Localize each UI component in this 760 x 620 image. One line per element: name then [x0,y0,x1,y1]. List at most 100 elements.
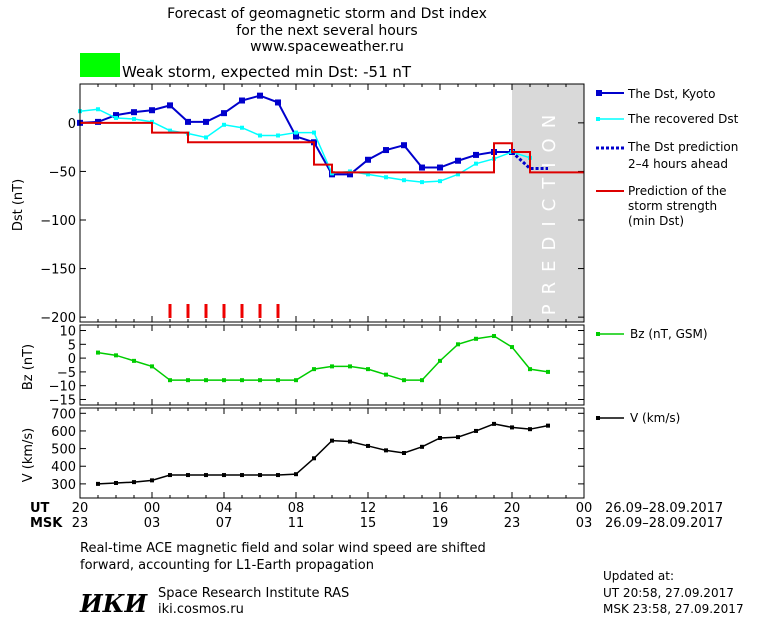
data-point [240,473,244,478]
msk-tick-label: 03 [576,516,593,531]
msk-tick-label: 23 [72,516,89,531]
data-point [384,175,388,180]
legend-recovered-dst: The recovered Dst [596,112,739,126]
updated-msk: MSK 23:58, 27.09.2017 [603,602,744,616]
data-point [438,179,442,184]
y-tick-label: 5 [68,338,76,353]
data-point [294,378,298,383]
prediction-region [512,84,584,322]
data-point [114,481,118,485]
series-line [97,423,549,485]
data-point [294,472,298,477]
data-point [348,364,352,369]
data-point [492,334,496,339]
data-point [347,171,353,178]
data-point [204,378,208,383]
legend-speed-label: V (km/s) [630,411,680,425]
ut-tick-label: 04 [216,501,233,516]
data-point [312,367,316,372]
data-point [204,135,208,140]
data-point [168,128,172,133]
data-point [366,172,370,177]
data-point [366,367,370,372]
iki-logo: ИКИ [79,589,149,618]
y-tick-label: −5 [57,366,76,381]
data-point [365,156,371,163]
data-point [167,102,173,109]
updated-ut: UT 20:58, 27.09.2017 [603,586,734,600]
footnote-line-1: Real-time ACE magnetic field and solar w… [80,541,486,556]
data-point [132,480,136,485]
data-point [402,451,406,455]
data-point [312,130,316,135]
data-point [293,133,299,140]
y-tick-label: −150 [40,263,76,278]
panel-frame [79,324,585,406]
panel-frame [79,407,585,499]
legend-storm-strength-label-1: Prediction of the [628,184,727,198]
data-point [113,112,119,119]
data-point [420,180,424,185]
data-point [546,423,550,428]
data-point [149,107,155,114]
footnote-line-2: forward, accounting for L1-Earth propaga… [80,558,374,573]
ut-date-range: 26.09–28.09.2017 [605,501,723,516]
data-point [474,161,478,166]
data-point [420,378,424,383]
ut-tick-label: 20 [504,501,521,516]
y-tick-label: 700 [51,407,76,422]
data-point [168,378,172,383]
data-point [546,369,550,374]
data-point [96,107,100,112]
legend-dst-kyoto: The Dst, Kyoto [596,87,715,101]
legend-dst-kyoto-label: The Dst, Kyoto [627,87,715,101]
msk-tick-label: 19 [432,516,449,531]
data-point [96,350,100,355]
data-point [276,133,280,138]
y-tick-label: −10 [49,380,76,395]
data-point [131,109,137,116]
msk-tick-label: 11 [288,516,305,531]
data-point [437,164,443,171]
data-point [312,456,316,461]
y-tick-label: −15 [49,393,76,408]
data-point [474,336,478,341]
title-line-1: Forecast of geomagnetic storm and Dst in… [167,6,487,22]
data-point [384,448,388,453]
bz-y-axis-label: Bz (nT) [21,344,36,390]
data-point [150,364,154,369]
data-point [221,110,227,117]
data-point [240,378,244,383]
data-point [330,364,334,369]
msk-date-range: 26.09–28.09.2017 [605,516,723,531]
ut-tick-label: 12 [360,501,377,516]
prediction-label: PREDICTION [539,105,560,315]
data-point [474,428,478,433]
data-point [510,345,514,350]
y-tick-label: 600 [51,425,76,440]
data-point [528,367,532,372]
y-tick-label: 0 [68,352,76,367]
legend-speed: V (km/s) [596,411,680,425]
legend-bz-label: Bz (nT, GSM) [630,327,708,341]
data-point [275,99,281,106]
data-point [294,130,298,135]
data-point [239,97,245,104]
data-point [383,147,389,154]
y-tick-label: −200 [40,311,76,326]
data-point [186,378,190,383]
institute-site: iki.cosmos.ru [158,602,244,617]
data-point [276,473,280,478]
msk-tick-label: 07 [216,516,233,531]
speed-y-axis-label: V (km/s) [21,428,36,483]
y-tick-label: −50 [49,165,76,180]
data-point [186,473,190,478]
title-line-2: for the next several hours [236,23,417,39]
data-point [456,172,460,177]
data-point [420,444,424,449]
legend-storm-strength-label-2: storm strength [628,199,717,213]
ut-tick-label: 20 [72,501,89,516]
y-tick-label: −100 [40,214,76,229]
source-url: www.spaceweather.ru [250,39,404,55]
